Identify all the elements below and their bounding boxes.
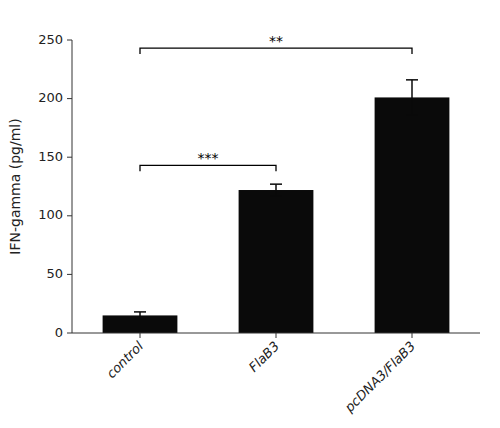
bars xyxy=(103,80,450,333)
x-tick xyxy=(276,333,277,338)
y-axis-label: IFN-gamma (pg/ml) xyxy=(7,118,23,254)
error-line xyxy=(275,184,277,196)
error-cap xyxy=(270,195,282,197)
bar xyxy=(239,190,314,333)
significance-bracket xyxy=(140,48,412,54)
error-line xyxy=(139,312,141,319)
y-tick-label: 0 xyxy=(55,325,63,340)
significance-label: ** xyxy=(269,33,283,49)
y-tick xyxy=(67,333,72,334)
y-tick-label: 100 xyxy=(38,207,63,222)
y-tick-label: 200 xyxy=(38,90,63,105)
x-axis: control FlaB3 pcDNA3/FlaB3 xyxy=(103,333,418,416)
y-tick-label: 250 xyxy=(38,32,63,47)
x-tick xyxy=(140,333,141,338)
error-cap xyxy=(406,79,418,81)
error-line xyxy=(411,80,413,115)
bracket-line xyxy=(140,165,276,171)
error-cap xyxy=(270,183,282,185)
error-bar xyxy=(270,184,282,196)
significance-bracket xyxy=(140,165,276,171)
x-tick-label: pcDNA3/FlaB3 xyxy=(341,339,418,416)
y-axis: 0 50 100 150 200 250 xyxy=(38,32,72,340)
y-tick xyxy=(67,40,72,41)
error-cap xyxy=(406,114,418,116)
significance-label: *** xyxy=(198,150,219,166)
y-tick xyxy=(67,98,72,99)
bar xyxy=(375,97,450,333)
x-tick-label: control xyxy=(103,338,146,381)
y-tick xyxy=(67,274,72,275)
error-bar xyxy=(406,80,418,115)
y-tick-label: 150 xyxy=(38,149,63,164)
y-axis-line xyxy=(72,40,73,333)
y-tick xyxy=(67,157,72,158)
chart: 0 50 100 150 200 250 IFN-gamma (pg/ml) control F… xyxy=(0,0,500,428)
y-tick xyxy=(67,215,72,216)
y-tick-label: 50 xyxy=(46,266,63,281)
error-cap xyxy=(134,318,146,320)
x-tick-label: FlaB3 xyxy=(246,339,282,375)
x-tick xyxy=(412,333,413,338)
bracket-line xyxy=(140,48,412,54)
error-cap xyxy=(134,311,146,313)
error-bar xyxy=(134,312,146,319)
